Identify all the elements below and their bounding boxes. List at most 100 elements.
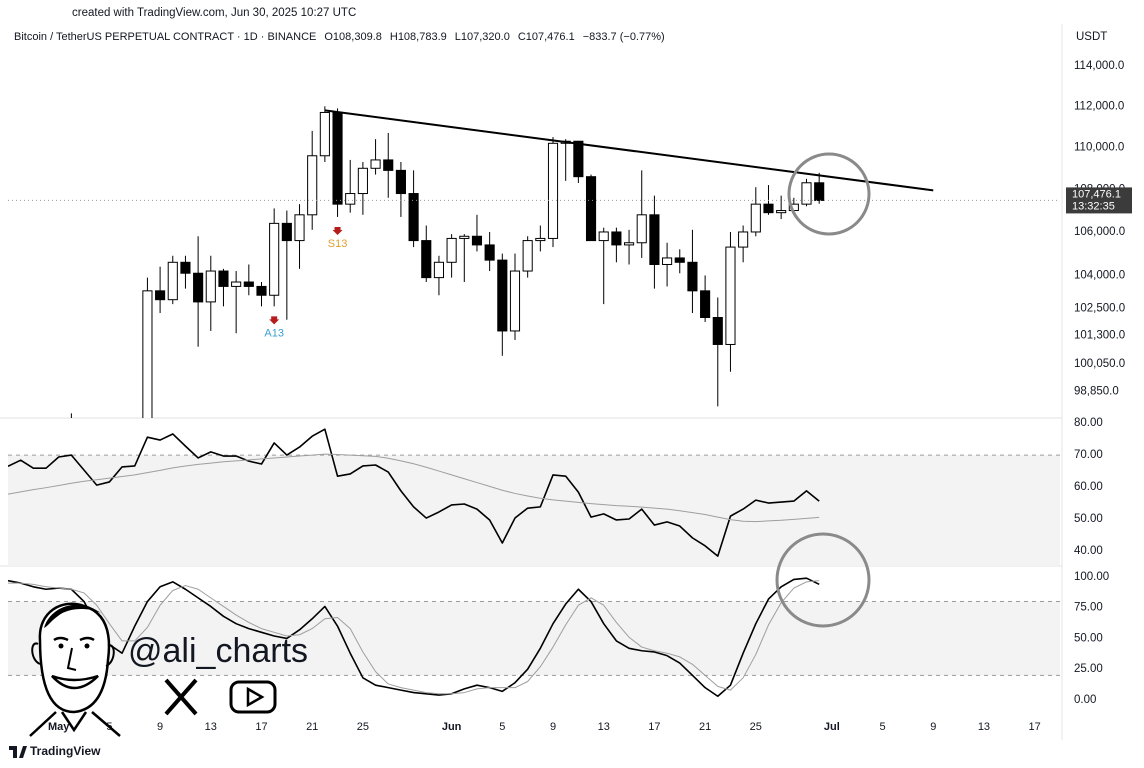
candle-body <box>281 222 292 242</box>
last-price-box <box>1066 187 1132 214</box>
x-tick-label: 17 <box>1029 721 1041 733</box>
candle-body <box>408 193 419 242</box>
y-tick-label: 110,000.0 <box>1074 141 1124 153</box>
candle-body <box>674 257 685 263</box>
candle-body <box>256 285 267 296</box>
y-tick-label: 98,850.0 <box>1074 385 1119 397</box>
last-price-label: 107,476.1 <box>1072 188 1121 200</box>
candle-body <box>611 231 622 246</box>
brand-logo: TradingView <box>9 744 101 758</box>
y-tick-label: 100.00 <box>1074 571 1109 583</box>
change: −833.7 (−0.77%) <box>583 31 665 43</box>
candle-body <box>497 259 508 332</box>
y-tick-label: 100,050.0 <box>1074 358 1125 370</box>
rsi-panel <box>8 428 1060 566</box>
y-tick-label: 101,300.0 <box>1074 329 1125 341</box>
x-tick-label: 21 <box>306 721 318 733</box>
candle-body <box>243 281 254 287</box>
candle-body <box>700 290 711 318</box>
x-tick-label: 13 <box>598 721 610 733</box>
candle-body <box>573 140 584 178</box>
candle-body <box>269 222 280 296</box>
y-tick-label: 70.00 <box>1074 449 1103 461</box>
candle-body <box>636 214 647 244</box>
band <box>8 601 1060 676</box>
countdown: 13:32:35 <box>1072 200 1115 212</box>
highlight-circle <box>775 532 871 628</box>
candle-body <box>687 261 698 292</box>
candle-body <box>433 261 445 279</box>
stoch-rsi-panel <box>8 577 1060 698</box>
ohlc-value: L107,320.0 <box>455 31 510 43</box>
band <box>8 455 1060 566</box>
candle-body <box>142 290 153 418</box>
candle-body <box>383 159 394 171</box>
candle-body <box>357 167 368 195</box>
ohlc-value: H108,783.9 <box>390 31 447 43</box>
x-tick-label: Jun <box>442 721 462 733</box>
candle-body <box>750 203 761 233</box>
y-tick-label: 50.00 <box>1074 632 1103 644</box>
x-tick-label: 13 <box>978 721 990 733</box>
y-tick-label: 112,000.0 <box>1074 100 1124 112</box>
candle-body <box>535 237 546 242</box>
y-tick-label: 75.00 <box>1074 602 1103 614</box>
created-note: created with TradingView.com, Jun 30, 20… <box>72 7 356 19</box>
candle-body <box>370 159 381 169</box>
author-watermark: @ali_charts <box>29 602 308 737</box>
brand: TradingView <box>30 744 101 758</box>
signal-label: A13 <box>264 327 284 339</box>
candle-body <box>776 210 787 214</box>
x-tick-label: 17 <box>648 721 660 733</box>
y-tick-label: 104,000.0 <box>1074 269 1125 281</box>
symbol: Bitcoin / TetherUS PERPETUAL CONTRACT · … <box>14 31 316 43</box>
x-tick-label: 25 <box>750 721 762 733</box>
indicator-line <box>8 577 820 698</box>
signal-arrow <box>269 316 280 325</box>
price-panel: S13 A13 <box>8 106 1060 418</box>
currency: USDT <box>1076 31 1107 43</box>
symbol-header: Bitcoin / TetherUS PERPETUAL CONTRACT · … <box>14 31 665 43</box>
candle-body <box>167 261 178 301</box>
indicator-line <box>8 580 820 695</box>
candle-body <box>446 237 457 263</box>
candle-body <box>345 193 356 205</box>
y-tick-label: 114,000.0 <box>1074 60 1124 72</box>
indicator-line <box>8 428 820 557</box>
highlight-circle <box>787 152 871 236</box>
y-tick-label: 60.00 <box>1074 481 1103 493</box>
ohlc-value: C107,476.1 <box>518 31 575 43</box>
candle-body <box>623 242 635 246</box>
candle-body <box>598 231 609 242</box>
candle-body <box>319 111 330 157</box>
y-tick-label: 25.00 <box>1074 663 1103 675</box>
y-tick-label: 0.00 <box>1074 694 1096 706</box>
trendline <box>324 109 934 192</box>
y-tick-label: 50.00 <box>1074 513 1103 525</box>
handle: @ali_charts <box>128 632 308 670</box>
candle-body <box>193 272 204 303</box>
x-tick-label: 9 <box>157 721 163 733</box>
candle-body <box>484 244 495 261</box>
x-tick-label: 9 <box>550 721 556 733</box>
axes: 114,000.0112,000.0110,000.0108,000.0106,… <box>48 60 1132 733</box>
candle-body <box>307 155 318 216</box>
candle-body <box>459 235 470 239</box>
candle-body <box>294 214 305 242</box>
candle-body <box>814 182 825 201</box>
candle-body <box>662 257 673 265</box>
x-tick-label: 9 <box>930 721 936 733</box>
candle-body <box>585 176 597 242</box>
candle-body <box>763 203 774 214</box>
indicator-line <box>8 453 820 523</box>
candle-body <box>205 270 216 303</box>
ohlc-value: O108,309.8 <box>324 31 382 43</box>
candle-body <box>471 235 483 246</box>
candle-body <box>395 169 406 195</box>
candle-body <box>421 240 432 279</box>
candle-body <box>218 270 229 287</box>
signal-label: S13 <box>328 238 348 250</box>
x-tick-label: May <box>48 721 70 733</box>
y-tick-label: 40.00 <box>1074 545 1103 557</box>
